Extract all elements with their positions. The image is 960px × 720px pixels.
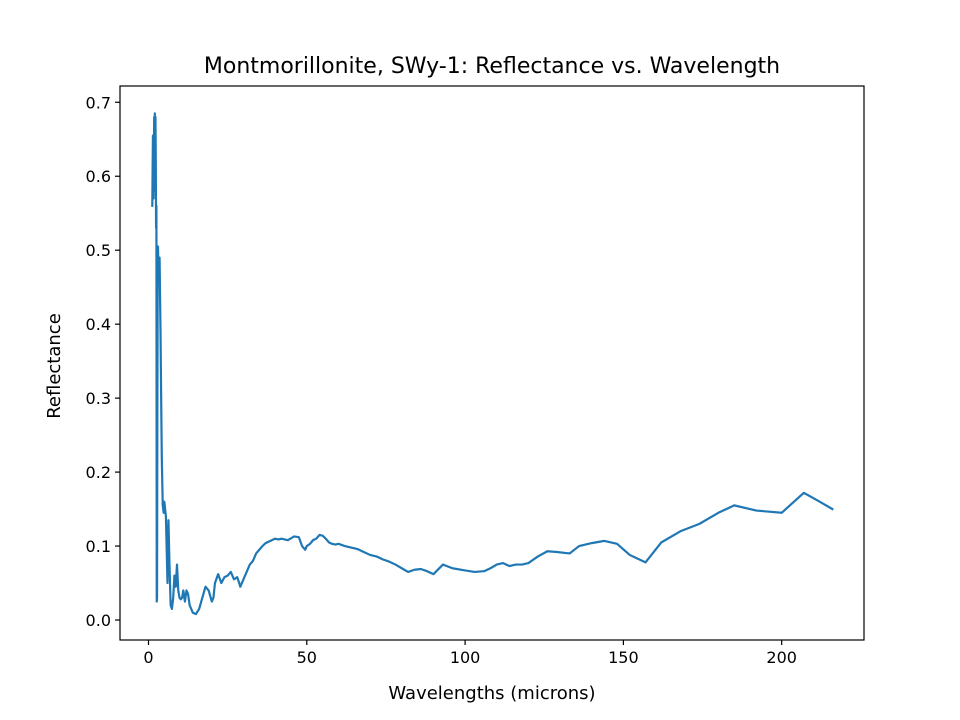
plot-area: 0 50 100 150 200 0.0 0.1 0.2 0.3 0.4 0.5 0.6 0.7 [86,85,865,667]
x-tick-label: 0 [143,648,153,667]
y-tick-label: 0.4 [86,315,111,334]
y-tick-label: 0.2 [86,463,111,482]
axes-frame [119,85,865,641]
y-axis-title: Reflectance [44,313,65,419]
y-tick-label: 0.3 [86,389,111,408]
x-tick-label: 100 [450,648,481,667]
x-axis-title: Wavelengths (microns) [388,683,595,704]
series-line-0 [151,112,834,616]
y-tick-label: 0.0 [86,611,111,630]
y-tick-label: 0.1 [86,537,111,556]
x-tick-label: 200 [766,648,797,667]
x-tick-label: 50 [297,648,317,667]
x-tick-label: 150 [608,648,639,667]
chart-title: Montmorillonite, SWy-1: Reflectance vs. … [204,54,780,79]
y-tick-label: 0.7 [86,93,111,112]
y-tick-label: 0.5 [86,241,111,260]
y-tick-label: 0.6 [86,167,111,186]
